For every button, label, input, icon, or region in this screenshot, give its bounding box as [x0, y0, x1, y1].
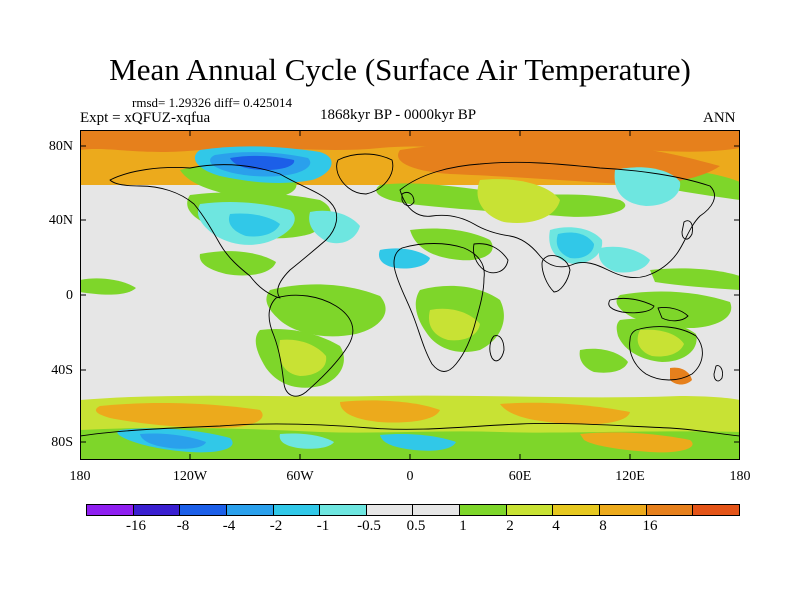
lon-tick-label: 60E [508, 469, 532, 484]
coast-india [541, 255, 571, 293]
lon-tick-label: 60W [286, 469, 314, 484]
coast-eurasia [399, 161, 715, 279]
colorbar-label: 16 [642, 518, 658, 534]
anomaly-tropics [255, 284, 732, 388]
colorbar-swatch [180, 505, 227, 515]
anomaly-asia-cold [378, 167, 681, 273]
lon-tick-label: 180 [69, 469, 91, 484]
coast-japan [681, 220, 693, 240]
stats-label: rmsd= 1.29326 diff= 0.425014 [132, 95, 292, 110]
colorbar-swatch [133, 505, 181, 515]
coast-new-zealand [713, 365, 723, 382]
lon-tick-label: 0 [406, 469, 414, 484]
colorbar-swatch [226, 505, 274, 515]
coast-australia [629, 326, 703, 381]
lon-tick-label: 180 [729, 469, 751, 484]
lat-tick-label: 80S [51, 435, 73, 450]
lon-tick-label: 120W [172, 469, 208, 484]
colorbar-label: -2 [269, 518, 283, 534]
colorbar-label: -1 [316, 518, 330, 534]
coastlines [80, 153, 740, 437]
period-label: 1868kyr BP - 0000kyr BP [320, 107, 477, 123]
colorbar-label: 8 [599, 518, 607, 534]
lat-tick-label: 0 [66, 288, 73, 303]
colorbar-swatch [646, 505, 694, 515]
anomaly-midlat-green [80, 179, 740, 295]
colorbar-label: 0.5 [406, 518, 426, 534]
colorbar-swatch [553, 505, 601, 515]
coast-south-america [268, 294, 354, 397]
colorbar-label: -0.5 [357, 518, 381, 534]
coast-antarctica [80, 423, 740, 437]
colorbar-swatch [273, 505, 321, 515]
lat-tick-label: 40S [51, 363, 73, 378]
colorbar-swatch [413, 505, 461, 515]
colorbar-swatch [366, 505, 414, 515]
colorbar-swatch [693, 505, 739, 515]
anomaly-north-america-cold [194, 146, 332, 183]
colorbar-label: -4 [222, 518, 236, 534]
coast-uk [401, 191, 415, 207]
experiment-label: Expt = xQFUZ-xqfua [80, 110, 211, 126]
plot-title: Mean Annual Cycle (Surface Air Temperatu… [109, 52, 691, 87]
coast-north-america [109, 164, 338, 299]
colorbar-label: 4 [552, 518, 560, 534]
coast-madagascar [489, 335, 505, 362]
colorbar-swatch [600, 505, 647, 515]
colorbar [86, 504, 740, 516]
tick-marks [80, 130, 740, 460]
lat-tick-label: 40N [48, 213, 73, 228]
anomaly-southern-ocean [80, 395, 740, 460]
coast-africa [393, 243, 485, 372]
map-panel [80, 130, 740, 460]
colorbar-label: 1 [459, 518, 467, 534]
season-label: ANN [703, 110, 736, 126]
colorbar-swatch [506, 505, 554, 515]
lon-tick-label: 120E [615, 469, 645, 484]
colorbar-label: -8 [176, 518, 190, 534]
colorbar-swatch [320, 505, 367, 515]
coast-arabia [473, 243, 509, 274]
lat-tick-label: 80N [48, 139, 73, 154]
colorbar-label: -16 [126, 518, 146, 534]
colorbar-label: 2 [506, 518, 514, 534]
colorbar-swatch [87, 505, 134, 515]
colorbar-swatch [460, 505, 507, 515]
coast-indonesia [608, 297, 689, 322]
coast-greenland [336, 153, 394, 195]
